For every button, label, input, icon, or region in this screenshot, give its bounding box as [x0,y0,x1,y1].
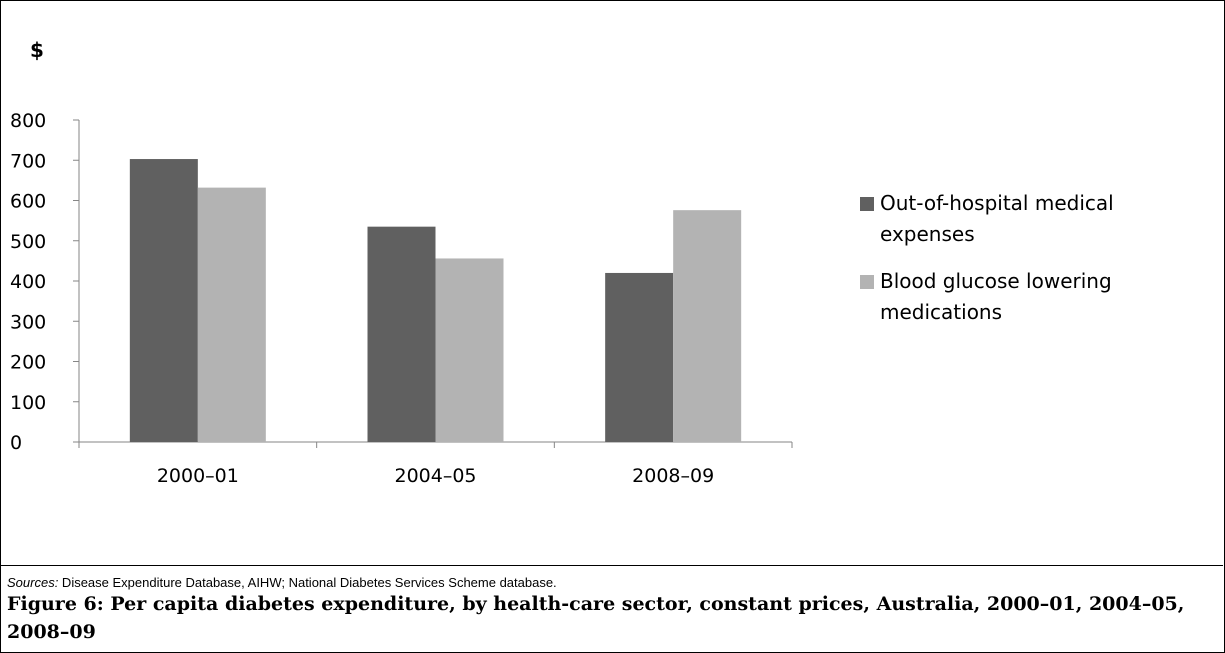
bar-out-of-hospital-1 [368,227,436,442]
sources-note: Sources: Disease Expenditure Database, A… [7,575,557,590]
bar-blood-glucose-2 [673,210,741,442]
legend-label-blood-glucose-line1: Blood glucose lowering [880,266,1160,297]
legend-item-blood-glucose: Blood glucose lowering medications [860,266,1160,328]
x-tick-label-0: 2000–01 [157,465,239,487]
legend: Out-of-hospital medical expenses Blood g… [860,188,1160,344]
y-tick-label-0: 0 [10,432,22,454]
legend-swatch-blood-glucose [860,275,874,289]
bar-blood-glucose-0 [198,188,266,442]
bar-out-of-hospital-2 [605,273,673,442]
y-tick-label-300: 300 [10,311,46,333]
y-tick-label-400: 400 [10,271,46,293]
legend-swatch-out-of-hospital [860,197,874,211]
y-tick-label-800: 800 [10,110,46,132]
y-tick-label-200: 200 [10,352,46,374]
bar-blood-glucose-1 [436,258,504,442]
x-tick-label-2: 2008–09 [632,465,714,487]
legend-label-out-of-hospital-line2: expenses [880,219,1160,250]
y-tick-label-600: 600 [10,191,46,213]
legend-item-out-of-hospital: Out-of-hospital medical expenses [860,188,1160,250]
legend-label-blood-glucose-line2: medications [880,297,1160,328]
bar-out-of-hospital-0 [130,159,198,442]
y-tick-label-100: 100 [10,392,46,414]
sources-text: Disease Expenditure Database, AIHW; Nati… [58,575,556,590]
x-tick-label-1: 2004–05 [394,465,476,487]
sources-prefix: Sources: [7,575,58,590]
y-tick-label-700: 700 [10,150,46,172]
legend-label-out-of-hospital-line1: Out-of-hospital medical [880,188,1160,219]
figure-caption: Figure 6: Per capita diabetes expenditur… [7,590,1217,646]
y-tick-label-500: 500 [10,231,46,253]
